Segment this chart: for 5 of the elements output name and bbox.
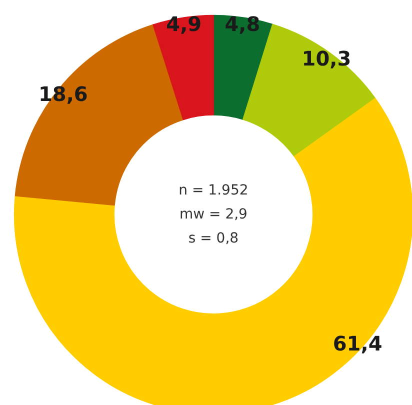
text: n = 1.952 bbox=[178, 182, 248, 199]
text: mw = 2,9 bbox=[179, 206, 248, 222]
data-label: 4,8 bbox=[224, 12, 260, 36]
data-label: 4,9 bbox=[166, 12, 202, 36]
text: s = 0,8 bbox=[188, 230, 239, 246]
